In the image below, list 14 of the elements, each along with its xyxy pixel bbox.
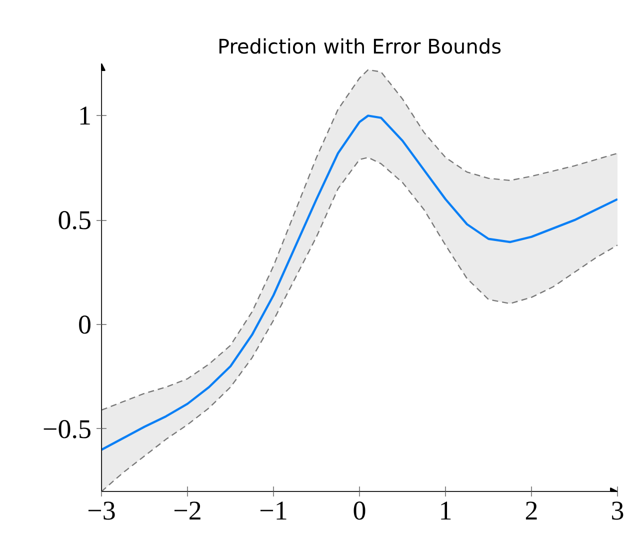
y-tick-label: −0.5 <box>42 414 92 444</box>
x-tick-label: −3 <box>87 496 116 526</box>
y-tick-label: 0.5 <box>58 205 92 236</box>
x-tick-label: −1 <box>259 496 288 526</box>
x-tick-label: 3 <box>610 496 624 526</box>
x-tick-label: 2 <box>524 496 538 526</box>
y-tick-label: 1 <box>78 100 92 131</box>
chart-title: Prediction with Error Bounds <box>217 34 502 58</box>
line-series <box>102 69 618 411</box>
x-tick-label: 0 <box>352 496 366 526</box>
y-tick-label: 0 <box>78 309 92 340</box>
x-tick-label: −2 <box>173 496 202 526</box>
line-series <box>102 114 618 451</box>
x-tick-label: 1 <box>438 496 452 526</box>
